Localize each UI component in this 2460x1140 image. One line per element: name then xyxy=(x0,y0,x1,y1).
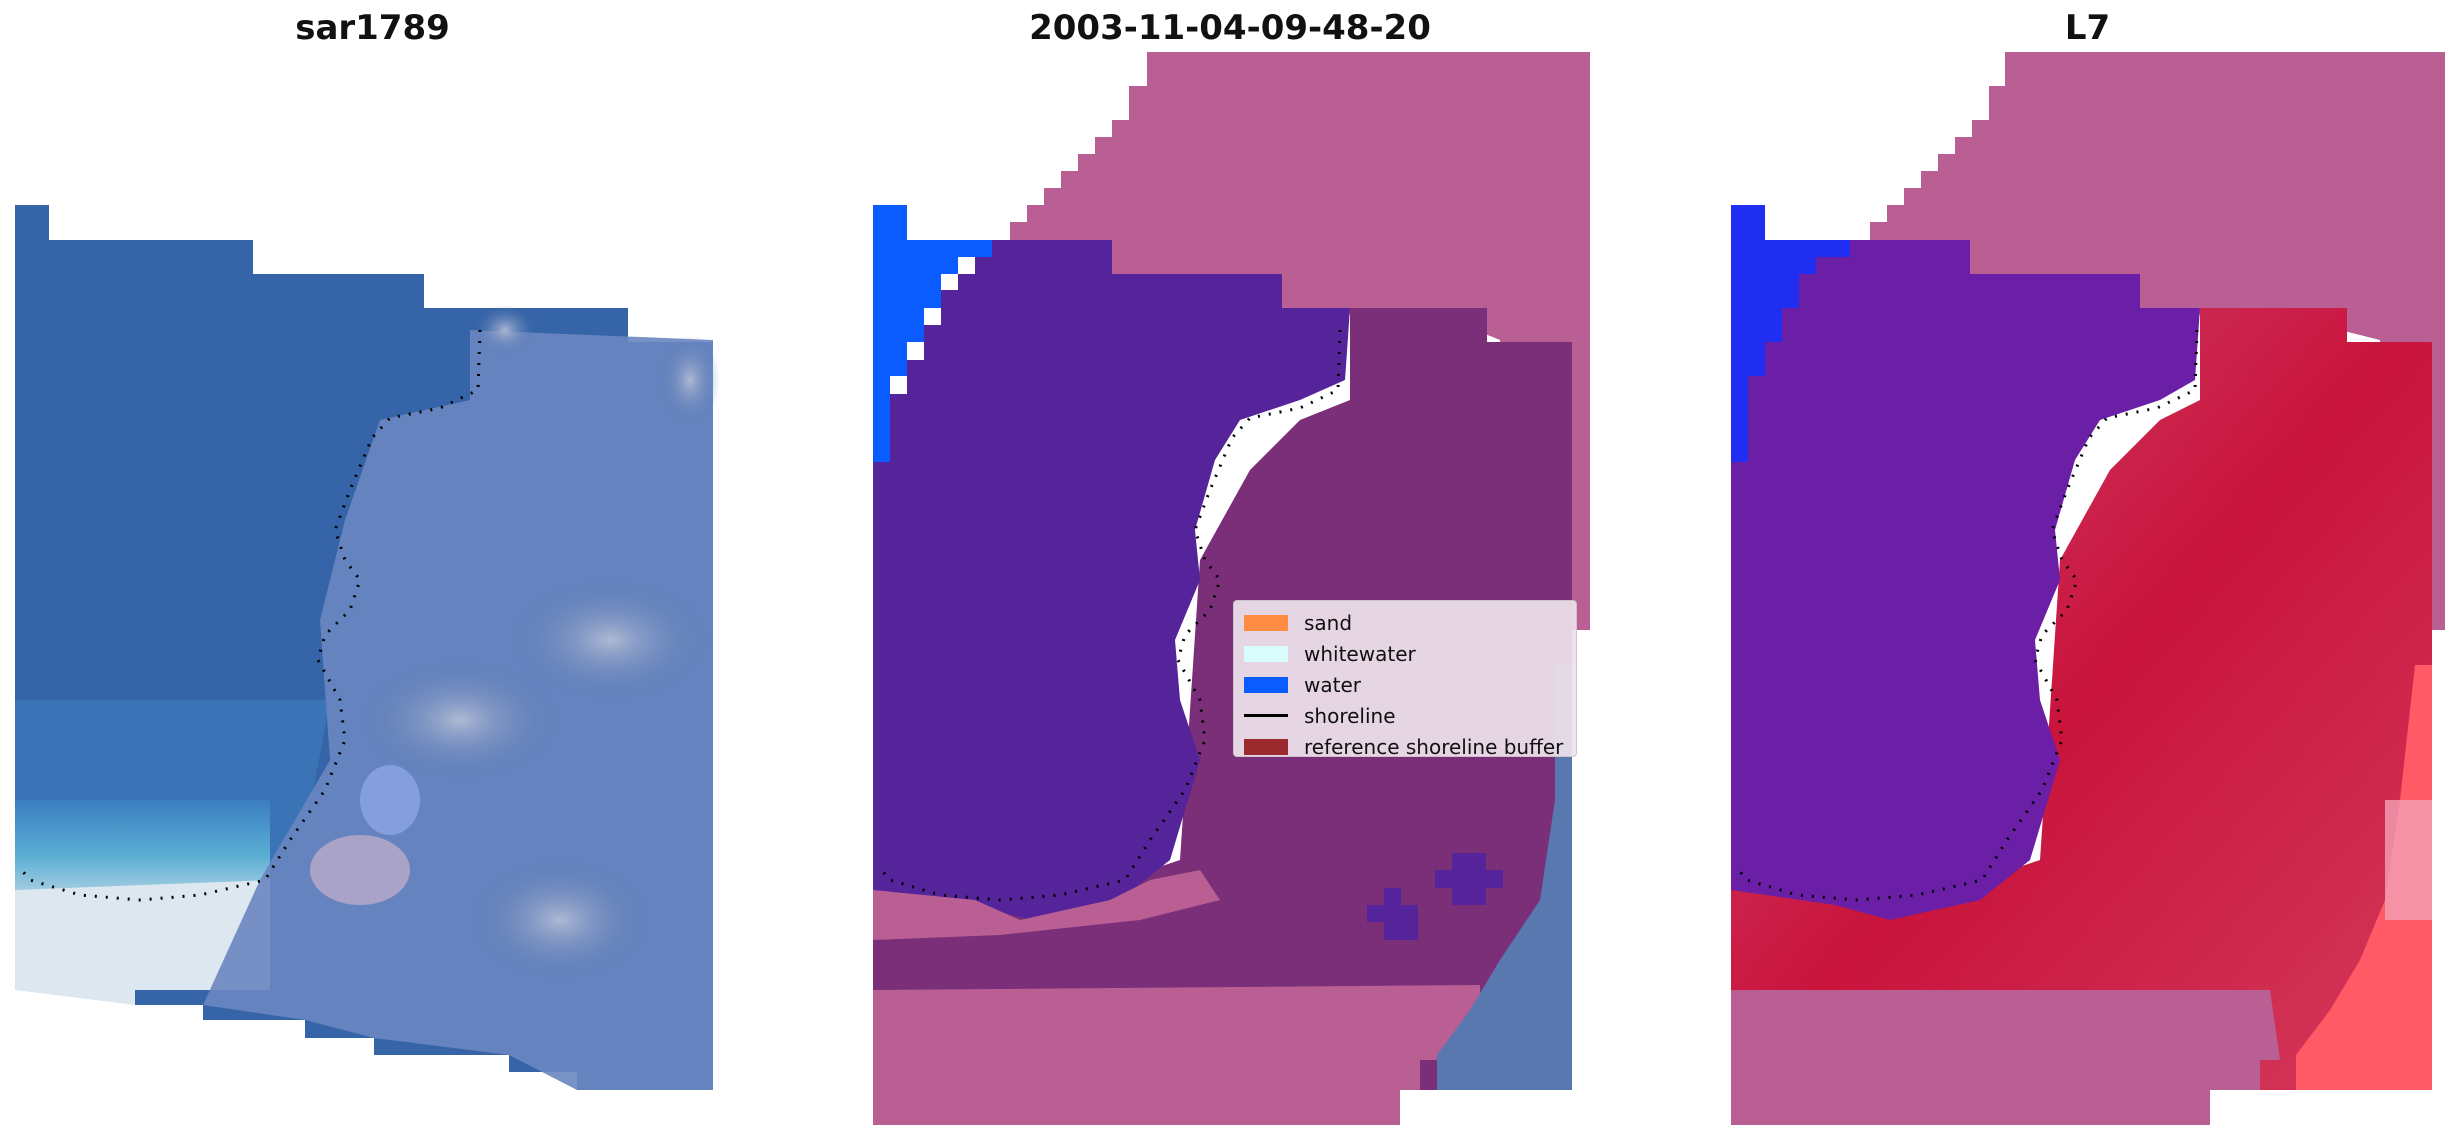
water-blob-2 xyxy=(1367,888,1418,940)
cloud-5 xyxy=(360,765,420,835)
unclassified-rgb-strip xyxy=(1437,665,1572,1090)
panel-title-rgb: sar1789 xyxy=(295,8,450,48)
cloud-6 xyxy=(310,835,410,905)
whitewater-band xyxy=(15,880,270,1005)
cloud-3 xyxy=(510,580,710,700)
legend-label-water: water xyxy=(1304,672,1361,697)
legend-swatch-whitewater xyxy=(1244,645,1288,662)
reference-buffer-bottom xyxy=(873,870,1220,940)
legend-swatch-water xyxy=(1244,676,1288,693)
index-pink-highlight xyxy=(2385,800,2432,920)
legend-item-shoreline: shoreline xyxy=(1244,700,1566,731)
panel-title-classified: 2003-11-04-09-48-20 xyxy=(1029,8,1431,48)
shoreline-rgb xyxy=(18,329,482,902)
cloud-4 xyxy=(360,660,560,780)
legend-label-reference-buffer: reference shoreline buffer xyxy=(1304,734,1564,759)
water-blob-1 xyxy=(1435,853,1503,905)
water-class-bright xyxy=(873,205,992,462)
index-buffer-bottom xyxy=(1731,990,2280,1125)
legend-label-shoreline: shoreline xyxy=(1304,703,1396,728)
legend-item-reference-buffer: reference shoreline buffer xyxy=(1244,731,1566,762)
cloud-2 xyxy=(660,335,720,425)
reference-buffer-bottom-2 xyxy=(873,985,1480,1125)
panel-title-index: L7 xyxy=(2064,8,2111,48)
cloud-7 xyxy=(470,860,650,980)
legend-item-whitewater: whitewater xyxy=(1244,638,1566,669)
legend-label-sand: sand xyxy=(1304,610,1353,635)
legend: sand whitewater water shoreline referenc… xyxy=(1233,600,1577,759)
legend-item-sand: sand xyxy=(1244,607,1566,638)
index-buffer-top xyxy=(1870,52,2445,630)
water-class-region xyxy=(873,240,1350,920)
cloud-1 xyxy=(475,305,535,355)
index-water-bright xyxy=(1731,205,1850,462)
reference-buffer-top xyxy=(1010,52,1590,630)
shoreline-classified xyxy=(878,329,1342,902)
legend-swatch-shoreline xyxy=(1244,714,1288,717)
index-low-region xyxy=(1731,205,2200,920)
shoreline-index xyxy=(1735,329,2199,902)
legend-swatch-reference-buffer xyxy=(1244,738,1288,755)
legend-item-water: water xyxy=(1244,669,1566,700)
legend-label-whitewater: whitewater xyxy=(1304,641,1416,666)
index-pink-strip xyxy=(2296,665,2432,1090)
legend-swatch-sand xyxy=(1244,614,1288,631)
